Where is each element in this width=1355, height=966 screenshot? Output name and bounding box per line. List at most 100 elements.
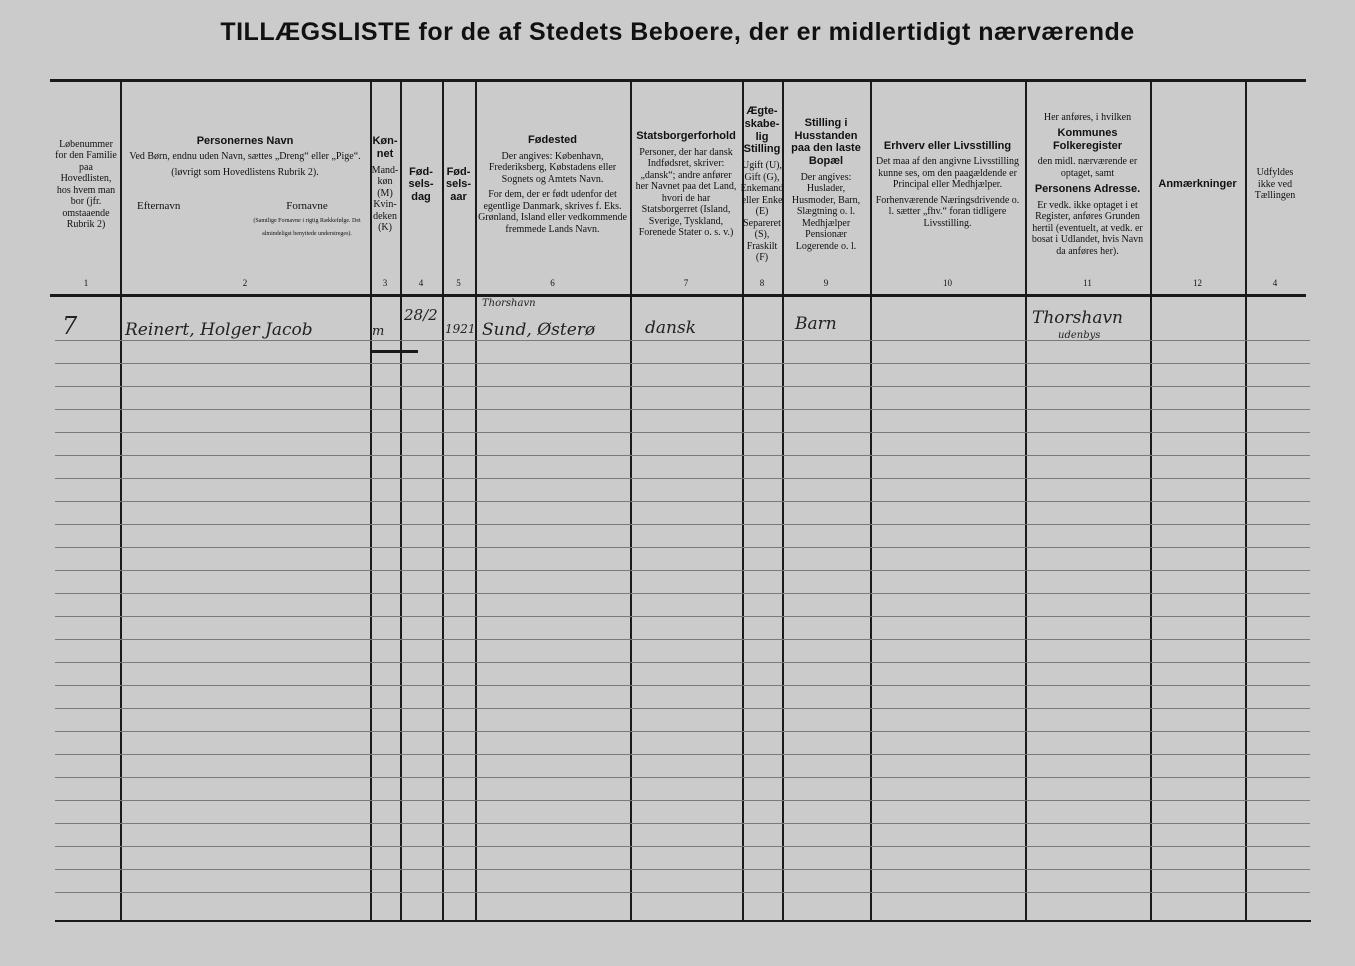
citizenship-cell: dansk [645, 318, 696, 338]
column-divider [400, 80, 402, 920]
column-header: Stilling i Husstanden paa den laste Bopæ… [782, 84, 870, 289]
underline-mark [372, 350, 418, 353]
column-number: 11 [1083, 278, 1092, 288]
header-text: Udfyldes ikke ved Tællingen [1254, 167, 1296, 202]
header-note: Er vedk. ikke optaget i et Register, anf… [1031, 199, 1144, 257]
header-text: Det maa af den angivne Livsstilling kunn… [875, 156, 1020, 191]
row-rule [55, 593, 1310, 594]
header-note: Forhenværende Næringsdrivende o. l. sætt… [875, 194, 1020, 229]
row-rule [55, 547, 1310, 548]
column-header: Fødested Der angives: København, Frederik… [475, 84, 630, 289]
column-header: Personernes Navn Ved Børn, endnu uden Nav… [120, 84, 370, 289]
row-rule [55, 800, 1310, 801]
column-header: Fød-sels-aar [442, 84, 475, 289]
column-divider [442, 80, 444, 920]
header-text: Der angives: Huslader, Husmoder, Barn, S… [791, 171, 861, 252]
column-header: Statsborgerforhold Personer, der har dans… [630, 84, 742, 289]
header-text: Løbenummer for den Familie paa Hovedlist… [55, 138, 117, 231]
column-divider [1245, 80, 1247, 920]
header-note: (løvrigt som Hovedlistens Rubrik 2). [171, 166, 319, 178]
header-sub-right-note: (Samtlige Fornavne i rigtig Rækkefølge. … [253, 218, 361, 237]
header-heading: Fød-sels-aar [445, 165, 472, 203]
row-rule [55, 386, 1310, 387]
birthplace-top-cell: Thorshavn [482, 298, 536, 309]
header-text: den midl. nærværende er optaget, samt [1037, 156, 1138, 179]
row-rule [55, 616, 1310, 617]
header-sub-left: Efternavn [137, 200, 181, 213]
column-header: Her anføres, i hvilken Kommunes Folkeregi… [1025, 84, 1150, 289]
row-rule [55, 892, 1310, 893]
row-rule [55, 570, 1310, 571]
column-header: Løbenummer for den Familie paa Hovedlist… [52, 84, 120, 289]
household-position-cell: Barn [795, 314, 837, 334]
row-rule [55, 524, 1310, 525]
column-divider [630, 80, 632, 920]
registry-cell: Thorshavn [1032, 308, 1124, 328]
header-heading: Statsborgerforhold [636, 130, 736, 143]
name-cell: Reinert, Holger Jacob [125, 320, 313, 340]
column-divider [370, 80, 372, 920]
column-divider [782, 80, 784, 920]
row-rule [55, 409, 1310, 410]
row-rule [55, 363, 1310, 364]
header-top-rule [50, 79, 1306, 82]
header-text: Personer, der har dansk Indfødsret, skri… [635, 146, 737, 239]
header-heading: Fødested [528, 133, 577, 146]
column-divider [475, 80, 477, 920]
column-number: 4 [418, 278, 424, 288]
header-heading: Kommunes Folkeregister [1052, 127, 1123, 152]
row-rule [55, 340, 1310, 341]
column-number: 7 [683, 278, 689, 288]
column-number: 1 [83, 278, 89, 288]
row-rule [55, 823, 1310, 824]
form-title: TILLÆGSLISTE for de af Stedets Beboere, … [220, 18, 1135, 46]
column-divider [1025, 80, 1027, 920]
row-rule [55, 478, 1310, 479]
column-divider [1150, 80, 1152, 920]
header-sub-right: Fornavne [286, 200, 328, 213]
column-number: 6 [550, 278, 555, 288]
header-heading: Stilling i Husstanden paa den laste Bopæ… [791, 116, 861, 167]
row-rule [55, 754, 1310, 755]
header-text: Mand-køn (M) Kvin-deken (K) [371, 164, 399, 234]
birthplace-cell: Sund, Østerø [482, 320, 596, 340]
row-rule [55, 731, 1310, 732]
row-rule [55, 708, 1310, 709]
header-heading: Anmærkninger [1158, 178, 1237, 191]
row-rule [55, 685, 1310, 686]
header-heading: Fød-sels-dag [408, 165, 434, 203]
column-header: Fød-sels-dag [400, 84, 442, 289]
table-bottom-rule [55, 920, 1311, 922]
column-header: Udfyldes ikke ved Tællingen [1245, 84, 1305, 289]
column-header: Køn-net Mand-køn (M) Kvin-deken (K) [370, 84, 400, 289]
column-number: 2 [242, 278, 248, 288]
row-rule [55, 501, 1310, 502]
column-number: 4 [1272, 278, 1278, 288]
column-number: 10 [943, 278, 952, 288]
header-heading: Køn-net [372, 135, 398, 160]
header-text: Ugift (U), Gift (G), Enkemand eller Enke… [740, 160, 784, 264]
row-rule [55, 777, 1310, 778]
header-pre: Her anføres, i hvilken [1043, 111, 1132, 123]
row-rule [55, 662, 1310, 663]
header-heading: Ægte-skabe-lig Stilling [743, 105, 781, 156]
column-number: 9 [823, 278, 829, 288]
registry-note-cell: udenbys [1058, 330, 1101, 341]
column-divider [742, 80, 744, 920]
row-rule [55, 639, 1310, 640]
column-number: 5 [456, 278, 461, 288]
row-rule [55, 455, 1310, 456]
column-header: Erhverv eller Livsstilling Det maa af den… [870, 84, 1025, 289]
row-rule [55, 432, 1310, 433]
header-heading2: Personens Adresse. [1034, 183, 1141, 196]
header-bottom-rule [50, 294, 1306, 297]
header-text: Ved Børn, endnu uden Navn, sættes „Dreng… [129, 151, 361, 163]
row-rule [55, 869, 1310, 870]
column-number: 12 [1193, 278, 1202, 288]
gender-cell: m [372, 324, 385, 339]
header-heading: Erhverv eller Livsstilling [883, 139, 1012, 152]
column-number: 8 [759, 278, 765, 288]
header-heading: Personernes Navn [196, 134, 294, 147]
column-header: Ægte-skabe-lig Stilling Ugift (U), Gift (… [740, 84, 784, 289]
column-divider [120, 80, 122, 920]
